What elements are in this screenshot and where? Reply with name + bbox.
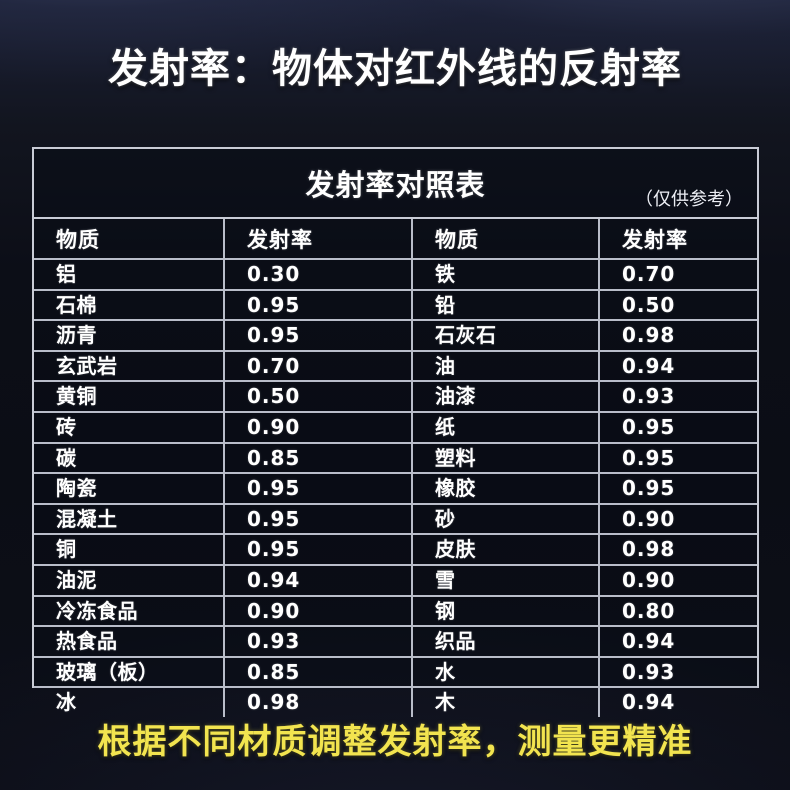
table-note: （仅供参考） bbox=[635, 189, 743, 210]
column-header-emissivity-right: 发射率 bbox=[599, 219, 757, 260]
column-header-material-right: 物质 bbox=[412, 219, 600, 260]
table-row: 玻璃（板） 0.85 水 0.93 bbox=[34, 656, 757, 689]
cell-material-left: 冰 bbox=[34, 687, 225, 717]
cell-value-right: 0.50 bbox=[599, 289, 757, 322]
cell-value-left: 0.95 bbox=[224, 473, 413, 505]
cell-value-left: 0.98 bbox=[224, 687, 413, 717]
cell-material-left: 碳 bbox=[34, 442, 225, 475]
cell-value-right: 0.98 bbox=[599, 320, 757, 352]
table-row: 油泥 0.94 雪 0.90 bbox=[34, 564, 757, 597]
cell-material-left: 油泥 bbox=[34, 564, 225, 597]
cell-value-left: 0.95 bbox=[224, 289, 413, 322]
cell-value-right: 0.98 bbox=[599, 534, 757, 566]
cell-material-right: 铁 bbox=[412, 259, 600, 291]
cell-value-right: 0.94 bbox=[599, 350, 757, 383]
cell-material-right: 纸 bbox=[412, 411, 600, 444]
cell-material-left: 混凝土 bbox=[34, 503, 225, 536]
cell-material-right: 橡胶 bbox=[412, 473, 600, 505]
cell-value-left: 0.90 bbox=[224, 411, 413, 444]
table-row: 碳 0.85 塑料 0.95 bbox=[34, 442, 757, 475]
cell-value-right: 0.94 bbox=[622, 690, 676, 715]
table-row: 热食品 0.93 织品 0.94 bbox=[34, 626, 757, 658]
cell-value-right: 0.93 bbox=[599, 656, 757, 689]
column-header-material-left: 物质 bbox=[34, 219, 225, 260]
cell-material-right: 雪 bbox=[412, 564, 600, 597]
cell-material-left: 陶瓷 bbox=[34, 473, 225, 505]
cell-material-left: 铜 bbox=[34, 534, 225, 566]
table-row: 沥青 0.95 石灰石 0.98 bbox=[34, 320, 757, 352]
table-row: 混凝土 0.95 砂 0.90 bbox=[34, 503, 757, 536]
cell-material-right: 油漆 bbox=[412, 381, 600, 413]
emissivity-table-card: 发射率对照表 （仅供参考） 物质 发射率 物质 发射率 铝 0.30 铁 0.70 石棉… bbox=[32, 147, 759, 717]
table-row: 玄武岩 0.70 油 0.94 bbox=[34, 350, 757, 383]
table-title: 发射率对照表 bbox=[305, 168, 486, 202]
table-row: 黄铜 0.50 油漆 0.93 bbox=[34, 381, 757, 413]
cell-material-right: 塑料 bbox=[412, 442, 600, 475]
cell-material-left: 冷冻食品 bbox=[34, 595, 225, 628]
table-row: 铝 0.30 铁 0.70 bbox=[34, 259, 757, 291]
table-row: 砖 0.90 纸 0.95 bbox=[34, 411, 757, 444]
cell-material-right: 水 bbox=[412, 656, 600, 689]
table-row: 冷冻食品 0.90 钢 0.80 bbox=[34, 595, 757, 628]
cell-material-left: 热食品 bbox=[34, 626, 225, 658]
column-header-emissivity-left: 发射率 bbox=[224, 219, 413, 260]
cell-value-right: 0.80 bbox=[599, 595, 757, 628]
cell-value-right: 0.90 bbox=[599, 564, 757, 597]
cell-value-right: 0.95 bbox=[599, 442, 757, 475]
table-row: 冰 0.98 木 0.94 bbox=[34, 687, 757, 717]
cell-value-right: 0.90 bbox=[599, 503, 757, 536]
cell-value-right: 0.94 bbox=[599, 626, 757, 658]
footer-caption: 根据不同材质调整发射率，测量更精准 bbox=[97, 722, 693, 762]
cell-value-left: 0.70 bbox=[224, 350, 413, 383]
cell-material-right: 石灰石 bbox=[412, 320, 600, 352]
cell-value-right: 0.95 bbox=[599, 473, 757, 505]
table-title-block: 发射率对照表 （仅供参考） bbox=[34, 149, 757, 219]
cell-material-left: 黄铜 bbox=[34, 381, 225, 413]
cell-value-left: 0.95 bbox=[224, 503, 413, 536]
cell-material-left: 玻璃（板） bbox=[34, 656, 225, 689]
cell-material-left: 石棉 bbox=[34, 289, 225, 322]
cell-material-right: 钢 bbox=[412, 595, 600, 628]
cell-material-left: 砖 bbox=[34, 411, 225, 444]
cell-value-left: 0.95 bbox=[224, 320, 413, 352]
cell-value-left: 0.85 bbox=[224, 656, 413, 689]
cell-value-left: 0.93 bbox=[224, 626, 413, 658]
cell-material-right: 木 bbox=[412, 687, 600, 717]
cell-value-left: 0.90 bbox=[224, 595, 413, 628]
cell-value-left: 0.30 bbox=[224, 259, 413, 291]
cell-material-left: 玄武岩 bbox=[34, 350, 225, 383]
table-row: 陶瓷 0.95 橡胶 0.95 bbox=[34, 473, 757, 505]
page-title: 发射率：物体对红外线的反射率 bbox=[108, 46, 682, 92]
cell-material-right: 油 bbox=[412, 350, 600, 383]
cell-material-left: 铝 bbox=[34, 259, 225, 291]
cell-material-right: 铅 bbox=[412, 289, 600, 322]
emissivity-table: 物质 发射率 物质 发射率 铝 0.30 铁 0.70 石棉 0.95 铅 0.50 沥青 0.9… bbox=[34, 219, 757, 717]
cell-value-left: 0.85 bbox=[224, 442, 413, 475]
cell-material-right: 皮肤 bbox=[412, 534, 600, 566]
table-row: 石棉 0.95 铅 0.50 bbox=[34, 289, 757, 322]
cell-value-right: 0.70 bbox=[599, 259, 757, 291]
cell-material-left: 沥青 bbox=[34, 320, 225, 352]
table-row: 铜 0.95 皮肤 0.98 bbox=[34, 534, 757, 566]
cell-value-left: 0.50 bbox=[224, 381, 413, 413]
cell-material-right: 织品 bbox=[412, 626, 600, 658]
cell-value-right: 0.95 bbox=[599, 411, 757, 444]
table-body: 铝 0.30 铁 0.70 石棉 0.95 铅 0.50 沥青 0.95 石灰石 0.98 玄武岩 0.7… bbox=[34, 259, 757, 717]
cell-value-right: 0.93 bbox=[599, 381, 757, 413]
table-header-row: 物质 发射率 物质 发射率 bbox=[34, 219, 757, 260]
cell-value-left: 0.94 bbox=[224, 564, 413, 597]
cell-value-left: 0.95 bbox=[224, 534, 413, 566]
cell-material-right: 砂 bbox=[412, 503, 600, 536]
